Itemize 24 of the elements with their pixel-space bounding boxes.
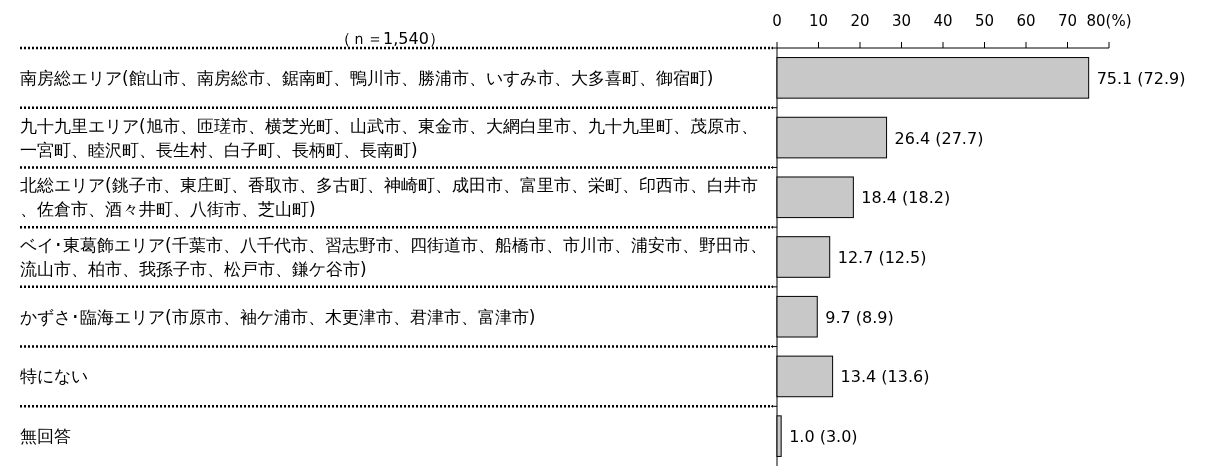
x-tick-label: 70	[1057, 12, 1078, 30]
x-tick-label: 80(%)	[1086, 12, 1132, 30]
x-tick-label: 30	[891, 12, 912, 30]
x-tick-label: 60	[1016, 12, 1036, 30]
data-label: 9.7 (8.9)	[825, 307, 894, 327]
y-tick-label: 特にない	[20, 366, 88, 387]
y-tick-label: 南房総エリア(館山市、南房総市、鋸南町、鴨川市、勝浦市、いすみ市、大多喜町、御宿町)	[20, 67, 714, 88]
x-tick-label: 50	[974, 12, 995, 30]
data-label: 12.7 (12.5)	[837, 248, 927, 267]
data-label: 75.1 (72.9)	[1096, 68, 1186, 88]
y-tick-label: かずさ･臨海エリア(市原市、袖ケ浦市、木更津市、君津市、富津市)	[20, 306, 536, 327]
y-tick-label: ベイ･東葛飾エリア(千葉市、八千代市、習志野市、四街道市、船橋市、市川市、浦安市、野田市、流山市、柏市、我孫子市、松戸市、鎌ケ谷市)	[20, 235, 767, 279]
y-tick-label: 九十九里エリア(旭市、匝瑳市、横芝光町、山武市、東金市、大網白里市、九十九里町、茂原市、一宮町、睦沢町、長生村、白子町、長柄町、長南町)	[20, 115, 758, 160]
y-tick-label: 無回答	[20, 426, 71, 447]
data-label: 13.4 (13.6)	[840, 367, 930, 387]
data-label: 26.4 (27.7)	[894, 128, 984, 148]
y-tick-label: 北総エリア(銚子市、東庄町、香取市、多古町、神崎町、成田市、富里市、栄町、印西市、白井市、佐倉市、酒々井町、八街市、芝山町)	[20, 175, 758, 220]
x-tick-label: 40	[933, 12, 953, 30]
x-tick-label: 10	[808, 12, 829, 30]
text: （ｎ＝1,540）	[335, 29, 445, 48]
x-tick-label: 0	[772, 12, 782, 30]
data-label: 1.0 (3.0)	[789, 427, 858, 447]
data-label: 18.4 (18.2)	[861, 188, 951, 208]
x-tick-label: 20	[850, 12, 870, 30]
